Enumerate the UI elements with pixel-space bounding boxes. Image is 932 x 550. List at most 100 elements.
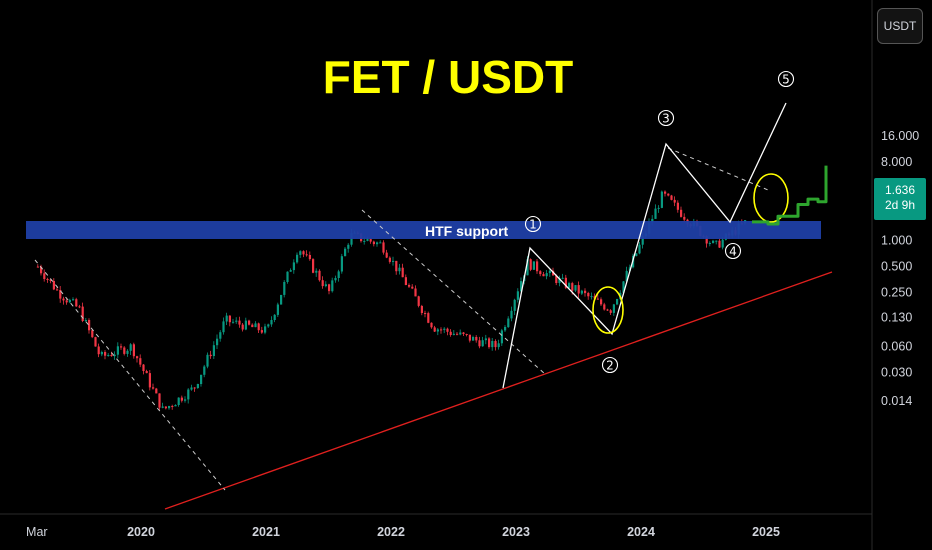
candle-down — [43, 273, 46, 279]
candle-up — [491, 341, 494, 348]
candle-up — [472, 337, 475, 341]
candle-up — [574, 285, 577, 291]
candle-up — [168, 406, 171, 409]
candle-down — [676, 202, 679, 210]
candle-up — [286, 271, 289, 282]
candle-down — [238, 320, 241, 325]
candle-down — [382, 242, 385, 253]
candle-down — [449, 331, 452, 335]
candle-down — [596, 298, 599, 300]
candle-up — [187, 389, 190, 400]
chart-title: FET / USDT — [323, 51, 573, 103]
time-tick-label: Mar — [26, 525, 48, 539]
price-tick-label: 0.060 — [881, 339, 912, 353]
candle-down — [600, 299, 603, 305]
price-tick-label: 0.030 — [881, 366, 912, 380]
trendline-dashed-2022 — [361, 209, 546, 375]
candle-down — [462, 332, 465, 334]
candle-down — [718, 240, 721, 248]
candle-down — [571, 283, 574, 291]
candle-down — [228, 315, 231, 323]
candle-down — [673, 199, 676, 203]
candle-down — [171, 406, 174, 407]
candle-down — [248, 320, 251, 325]
highlight-circle-wave2 — [592, 286, 624, 334]
candle-up — [254, 323, 257, 328]
candle-down — [132, 344, 135, 357]
wave-marker-label: 3 — [662, 112, 670, 126]
candle-down — [123, 347, 126, 354]
wave-marker-label: 5 — [782, 73, 790, 87]
candle-down — [542, 274, 545, 277]
candle-down — [120, 346, 123, 348]
candle-up — [203, 366, 206, 375]
candle-up — [398, 267, 401, 272]
candle-down — [308, 255, 311, 260]
candle-down — [427, 313, 430, 323]
candle-down — [88, 320, 91, 331]
candle-up — [504, 327, 507, 331]
candle-up — [340, 256, 343, 272]
candle-down — [321, 280, 324, 287]
candle-up — [366, 239, 369, 241]
candle-up — [660, 191, 663, 208]
candle-up — [113, 354, 116, 357]
candle-up — [324, 284, 327, 287]
candle-up — [276, 304, 279, 315]
candle-down — [420, 306, 423, 313]
candle-up — [347, 244, 350, 249]
candle-down — [488, 338, 491, 348]
candle-down — [603, 304, 606, 310]
candle-down — [75, 299, 78, 307]
candle-up — [500, 330, 503, 344]
candle-up — [273, 314, 276, 320]
candle-up — [580, 290, 583, 294]
candle-down — [385, 252, 388, 258]
candle-up — [721, 239, 724, 248]
candle-down — [465, 334, 468, 335]
candle-down — [46, 279, 49, 280]
wave-marker-circle — [724, 242, 742, 260]
wave-marker-label: 1 — [529, 218, 537, 232]
candle-down — [56, 289, 59, 291]
candle-down — [433, 327, 436, 332]
candle-up — [651, 218, 654, 223]
candle-up — [532, 261, 535, 270]
candle-up — [196, 384, 199, 388]
time-axis[interactable]: Mar 2020 2021 2022 2023 2024 2025 — [26, 525, 780, 539]
candle-up — [116, 346, 119, 355]
candle-up — [638, 244, 641, 254]
candle-up — [484, 338, 487, 341]
candle-down — [260, 330, 263, 333]
candle-down — [209, 354, 212, 357]
elliott-wave-path — [502, 102, 787, 389]
candle-up — [641, 236, 644, 245]
candle-up — [177, 397, 180, 405]
candle-up — [337, 271, 340, 278]
candle-up — [654, 208, 657, 219]
candle-down — [65, 300, 68, 303]
candle-up — [376, 242, 379, 245]
candle-up — [283, 282, 286, 295]
candle-up — [510, 310, 513, 319]
last-price-tag: 1.636 2d 9h — [874, 178, 926, 220]
wave-marker-label: 2 — [606, 359, 614, 373]
candle-down — [440, 329, 443, 331]
candle-down — [62, 298, 65, 301]
candle-down — [404, 277, 407, 285]
last-price-value: 1.636 — [884, 183, 916, 197]
currency-button[interactable]: USDT — [877, 8, 923, 44]
candle-down — [193, 387, 196, 389]
candle-up — [267, 324, 270, 327]
candle-down — [241, 324, 244, 330]
candle-down — [664, 191, 667, 194]
candle-up — [107, 355, 110, 356]
candle-up — [84, 320, 87, 321]
candle-down — [529, 259, 532, 270]
candle-up — [270, 320, 273, 325]
price-tick-label: 0.250 — [881, 286, 912, 300]
price-axis[interactable]: 16.0008.0004.0002.0001.0000.5000.2500.13… — [881, 129, 919, 408]
price-tick-label: 0.130 — [881, 310, 912, 324]
candle-up — [481, 340, 484, 347]
